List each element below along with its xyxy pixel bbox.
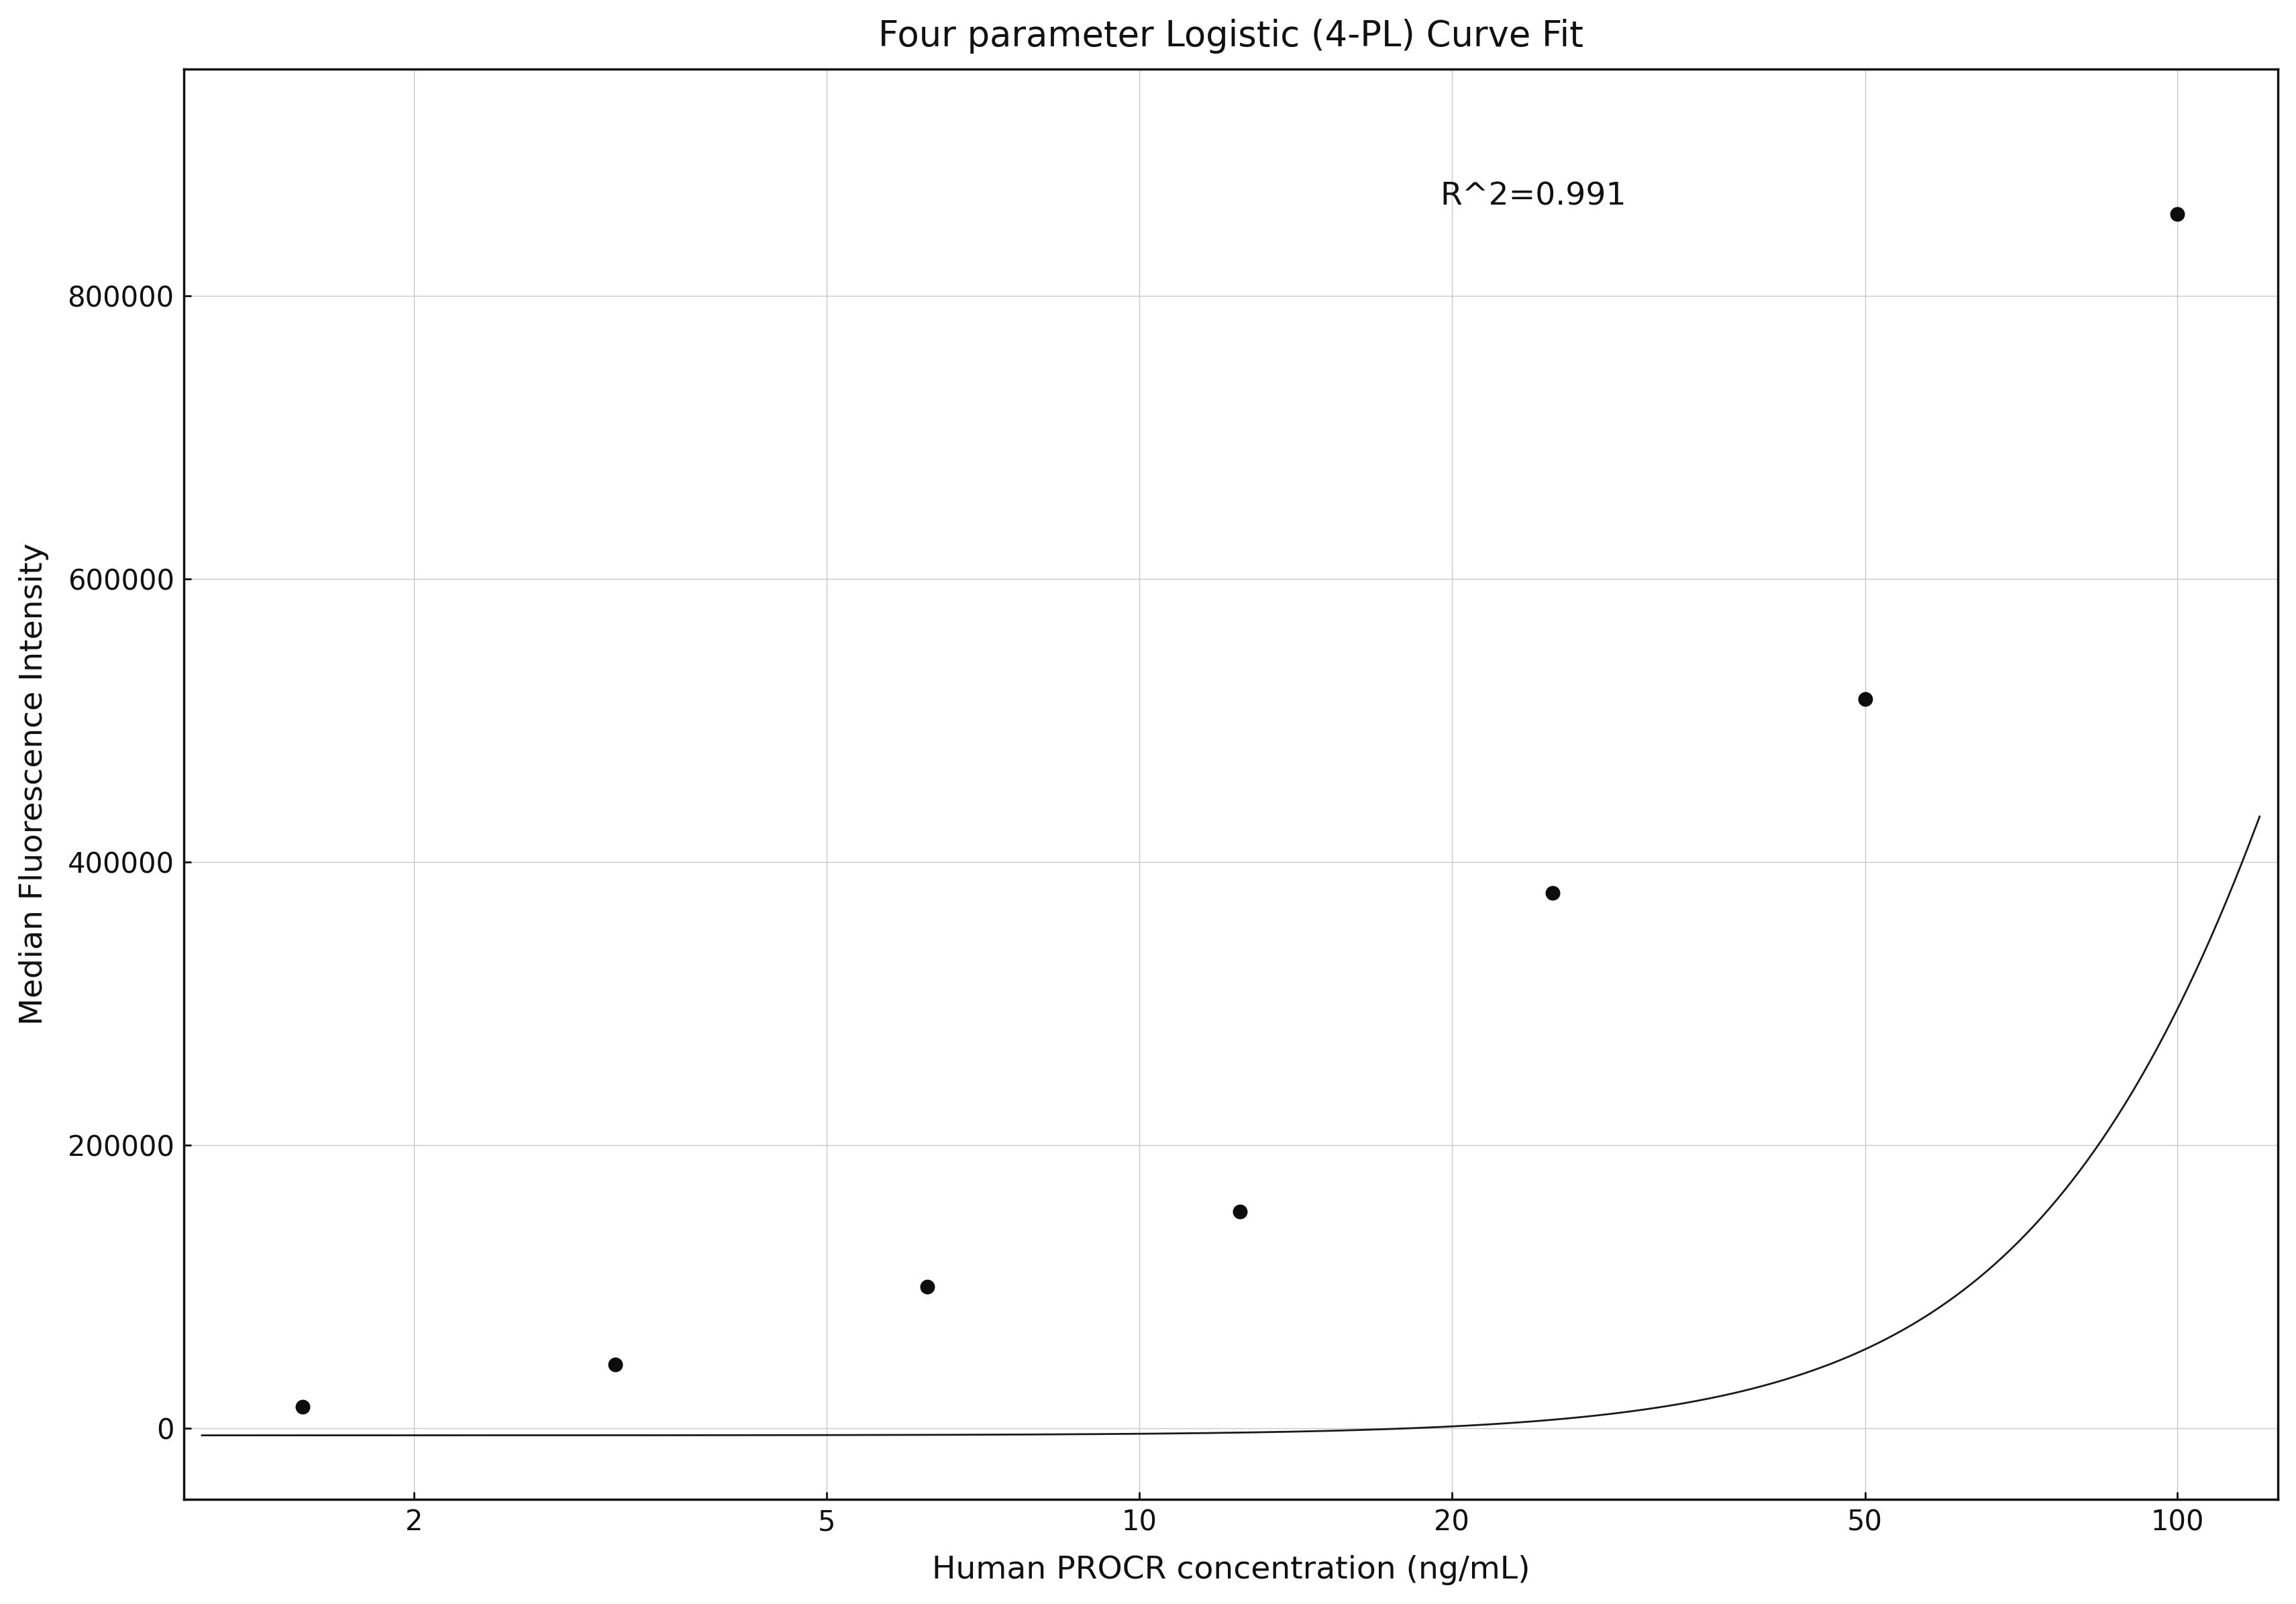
Point xyxy=(2158,200,2195,226)
X-axis label: Human PROCR concentration (ng/mL): Human PROCR concentration (ng/mL) xyxy=(932,1556,1529,1585)
Point xyxy=(1846,687,1883,712)
Point xyxy=(597,1352,634,1378)
Point xyxy=(909,1274,946,1299)
Text: R^2=0.991: R^2=0.991 xyxy=(1440,181,1626,212)
Title: Four parameter Logistic (4-PL) Curve Fit: Four parameter Logistic (4-PL) Curve Fit xyxy=(877,19,1582,53)
Point xyxy=(1221,1198,1258,1224)
Point xyxy=(1534,881,1570,906)
Point xyxy=(285,1394,321,1420)
Y-axis label: Median Fluorescence Intensity: Median Fluorescence Intensity xyxy=(18,544,48,1025)
